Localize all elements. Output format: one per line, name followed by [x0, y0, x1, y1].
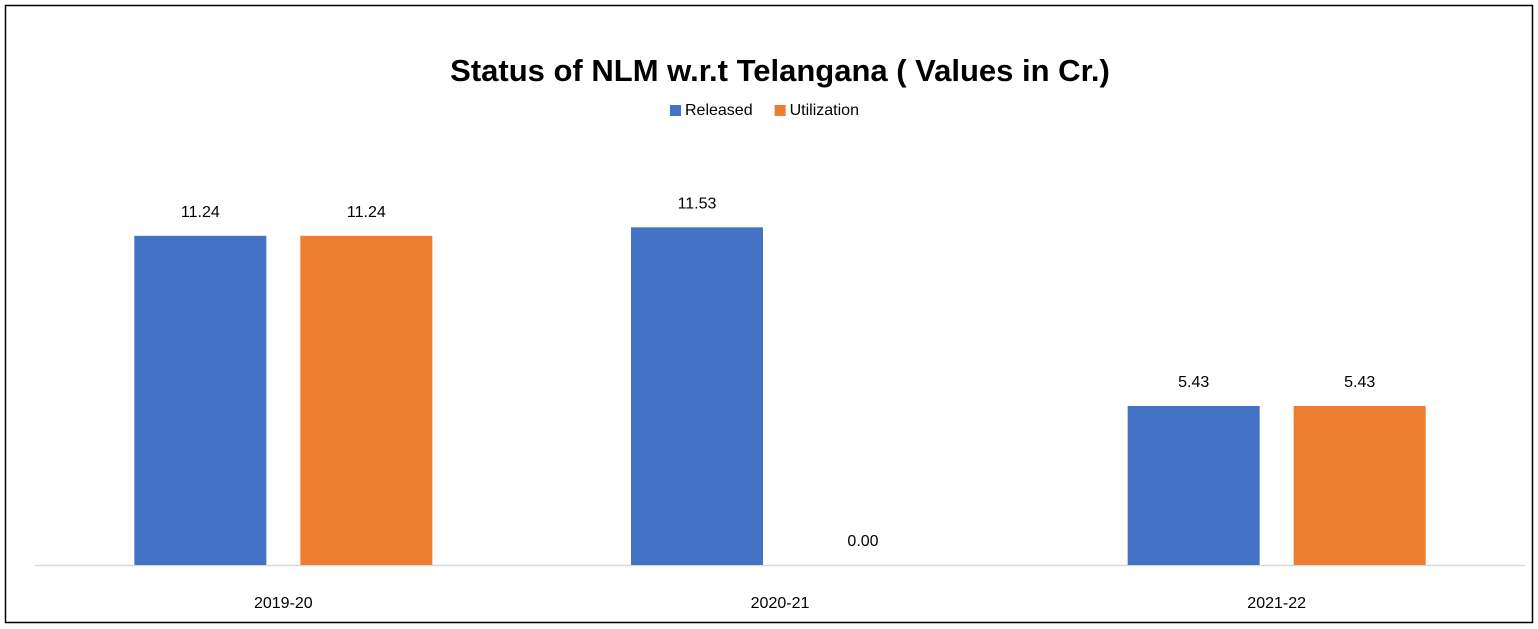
bar — [1127, 405, 1260, 565]
legend-swatch — [774, 105, 786, 116]
data-label: 11.24 — [181, 204, 220, 221]
data-label: 0.00 — [847, 533, 878, 550]
bar — [300, 235, 433, 566]
data-label: 5.43 — [1344, 374, 1375, 391]
data-label: 11.53 — [678, 196, 717, 213]
x-tick-label: 2019-20 — [254, 595, 313, 612]
data-label: 11.24 — [347, 204, 386, 221]
x-tick-label: 2020-21 — [751, 595, 810, 612]
legend-label: Utilization — [790, 102, 859, 119]
chart-title: Status of NLM w.r.t Telangana ( Values i… — [450, 53, 1110, 88]
bar — [134, 235, 267, 566]
x-tick-label: 2021-22 — [1247, 595, 1306, 612]
legend-swatch — [670, 105, 681, 116]
legend-label: Released — [685, 102, 753, 119]
bar — [1293, 405, 1426, 565]
bar — [631, 227, 763, 566]
data-label: 5.43 — [1178, 374, 1209, 391]
